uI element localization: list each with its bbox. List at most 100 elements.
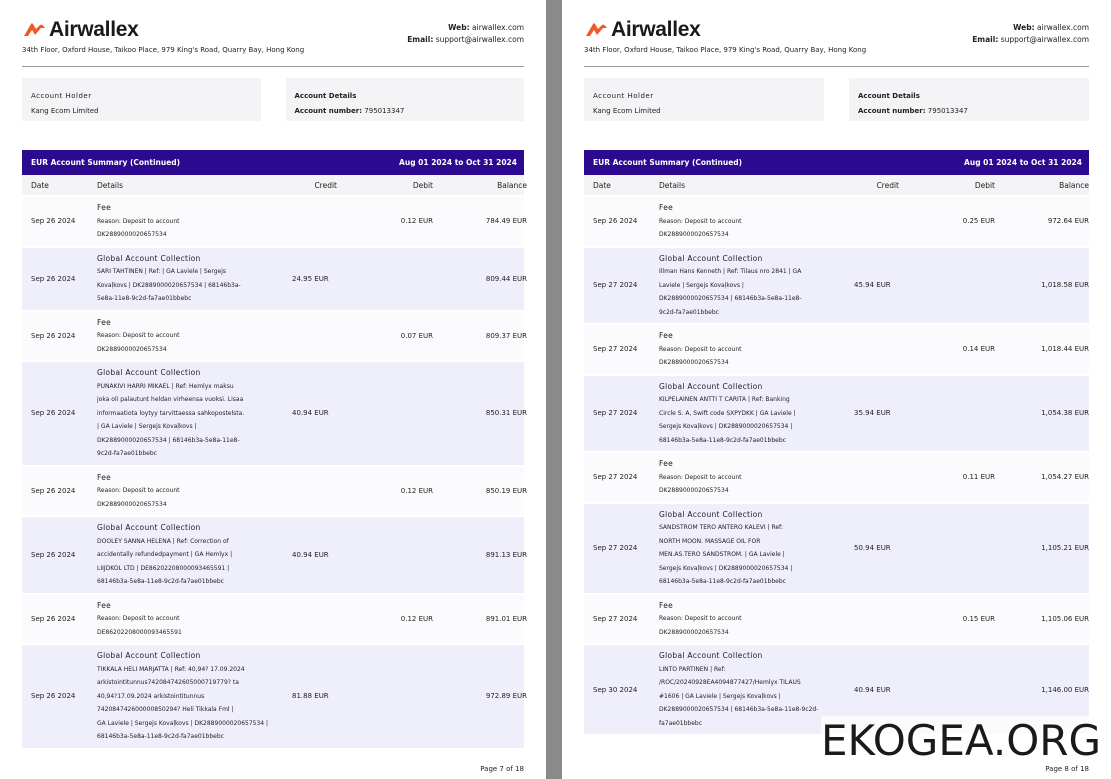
date: Sep 26 2024 [31,486,76,495]
credit: 40.94 EUR [854,685,891,694]
detail-line: PUNAKIVI HARRI MIKAEL | Ref: Hemlyx maks… [97,382,234,390]
detail-line: 68146b3a-5e8a-11e8-9c2d-fa7ae01bbebc [659,578,786,585]
value: 795013347 [927,107,968,115]
credit: 35.94 EUR [854,409,891,418]
web-label: Web: [1013,23,1035,32]
debit: 0.11 EUR [962,473,995,482]
detail-line: Reason: Deposit to account [97,487,180,494]
date: Sep 26 2024 [593,217,638,226]
details: Global Account Collection DOOLEY SANNA HE… [97,521,292,589]
transaction-row: Sep 26 2024 Fee Reason: Deposit to account… [22,197,527,246]
address: 34th Floor, Oxford House, Taikoo Place, … [22,46,305,54]
detail-line: Reason: Deposit to account [659,217,742,225]
page-header: Airwallex 34th Floor, Oxford House, Taiko… [584,0,1089,67]
detail-line: 68146b3a-5e8a-11e8-9c2d-fa7ae01bbebc [97,578,224,585]
account-holder: Account Holder Kang Ecom Limited [22,78,261,121]
credit: 50.94 EUR [854,544,891,552]
date: Sep 26 2024 [31,274,76,283]
details: Fee Reason: Deposit to account DK288900002… [659,201,854,242]
detail-line: informaatiota loytyy tarvittaessa sahkop… [97,409,245,417]
transaction-row: Sep 27 2024 Fee Reason: Deposit to account… [584,594,1089,643]
detail-title: Fee [97,203,112,212]
details: Global Account Collection Illman Hans Ken… [659,252,854,320]
detail-line: DK2889000020657534 [659,487,729,494]
web: airwallex.com [1037,23,1089,32]
balance: 1,105.21 EUR [1041,544,1089,552]
transaction-row: Sep 27 2024 Global Account Collection SAND… [584,503,1089,593]
page-number: Page 8 of 18 [1045,765,1089,773]
detail-line: Reason: Deposit to account [659,473,742,481]
details: Fee Reason: Deposit to account DE862022080… [97,599,292,640]
detail-line: DK2889000020657534 [659,628,729,636]
debit: 0.25 EUR [962,217,995,226]
detail-line: MEN.AS.TERO SANDSTROM. | GA Laviele | [659,551,785,558]
column-header: Balance [1059,180,1089,190]
detail-line: /ROC/20240928EA4094877427/Hemlyx TILAUS [659,679,801,686]
email-label: Email: [972,35,999,44]
page: Airwallex 34th Floor, Oxford House, Taiko… [0,0,546,779]
address: 34th Floor, Oxford House, Taikoo Place, … [584,46,867,54]
detail-line: #1606 | GA Laviele | Sergejs Kovaļkovs | [659,692,781,700]
account-details: Account Details Account number: 795013347 [285,78,524,121]
detail-line: fa7ae01bbebc [659,719,703,727]
balance: 972.64 EUR [1047,217,1089,226]
watermark: EKOGEA.ORG [820,716,1101,765]
date: Sep 27 2024 [593,614,638,623]
transaction-row: Sep 26 2024 Fee Reason: Deposit to account… [22,311,527,360]
detail-line: Sergejs Kovaļkovs | DK2889000020657534 | [659,564,793,572]
account-info: Account Holder Kang Ecom Limited Account D… [22,78,524,121]
detail-line: DK2889000020657534 | 68146b3a-5e8a-11e8- [659,295,802,302]
transaction-row: Sep 26 2024 Fee Reason: Deposit to account… [22,466,527,515]
brand-name: Airwallex [611,18,701,41]
page: Airwallex 34th Floor, Oxford House, Taiko… [562,0,1111,779]
account-holder: Account Holder Kang Ecom Limited [584,78,824,121]
value: Kang Ecom Limited [31,107,99,115]
transaction-row: Sep 27 2024 Fee Reason: Deposit to account… [584,453,1089,502]
detail-title: Fee [659,203,674,212]
table-title: EUR Account Summary (Continued) [31,158,181,167]
brand: Airwallex [22,18,139,42]
detail-line: DE86202208000093465591 [97,628,182,636]
credit: 24.95 EUR [292,274,329,283]
detail-line: DK2889000020657534 [97,231,167,238]
detail-title: Global Account Collection [659,509,763,519]
detail-line: LINTO PARTINEN | Ref: [659,665,726,673]
contact: Web: airwallex.com Email: support@airwall… [972,22,1089,46]
value: 795013347 [364,107,405,115]
debit: 0.07 EUR [400,331,433,340]
detail-title: Fee [97,600,112,610]
detail-line: Laviele | Sergejs Kovaļkovs | [659,281,744,289]
transaction-row: Sep 26 2024 Fee Reason: Deposit to account… [584,197,1089,246]
detail-line: 68146b3a-5e8a-11e8-9c2d-fa7ae01bbebc [97,733,224,740]
brand: Airwallex [584,18,701,42]
detail-line: Reason: Deposit to account [659,615,742,622]
detail-title: Global Account Collection [97,253,201,263]
details: Fee Reason: Deposit to account DK288900002… [97,471,292,512]
detail-line: SARI TAHTINEN | Ref: | GA Laviele | Serg… [97,268,227,275]
detail-line: 9c2d-fa7ae01bbebc [659,308,719,316]
detail-line: joka oli palautunt heldan virheensa vuok… [97,396,244,403]
detail-title: Global Account Collection [659,651,763,660]
label: Account Details [294,92,357,100]
detail-title: Global Account Collection [97,523,201,532]
page-number: Page 7 of 18 [480,765,524,773]
date: Sep 27 2024 [593,544,638,552]
credit: 45.94 EUR [854,281,891,290]
details: Fee Reason: Deposit to account DK288900002… [659,599,854,640]
column-headers: Date Details Credit Debit Balance [584,175,1089,195]
credit: 40.94 EUR [292,409,329,418]
detail-line: DK2889000020657534 | 68146b3a-5e8a-11e8-… [659,706,819,713]
date: Sep 27 2024 [593,409,638,418]
detail-line: Reason: Deposit to account [659,345,742,353]
date: Sep 26 2024 [31,614,76,623]
brand-name: Airwallex [49,18,139,41]
balance: 809.37 EUR [485,331,527,340]
detail-line: TIKKALA HELI MARJATTA | Ref: 40,94? 17.0… [97,665,245,673]
detail-line: DK2889000020657534 [97,500,167,508]
details: Fee Reason: Deposit to account DK288900002… [97,316,292,357]
detail-line: LIIJDKOL LTD | DE86202208000093465591 | [97,564,230,572]
table-title-bar: EUR Account Summary (Continued) Aug 01 20… [22,150,524,175]
label: Account Holder [31,92,92,100]
column-header: Credit [314,180,337,190]
